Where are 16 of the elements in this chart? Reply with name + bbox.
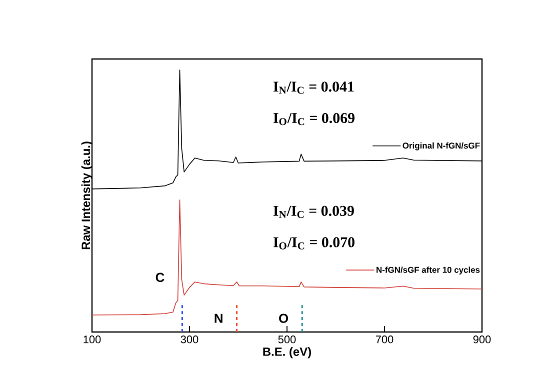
x-tick-label: 700 xyxy=(376,336,394,344)
annotation: I$_{N}$/I$_{C}$ = 0.041 xyxy=(273,82,354,94)
x-axis-title: B.E. (eV) xyxy=(263,347,311,358)
ref-line-label: O xyxy=(279,314,288,323)
x-tick-label: 500 xyxy=(278,336,296,344)
y-axis-title: Raw Intensity (a.u.) xyxy=(81,142,92,250)
legend-label: N-fGN/sGF after 10 cycles xyxy=(376,266,480,275)
x-tick-label: 100 xyxy=(84,336,101,344)
annotation: I$_{O}$/I$_{C}$ = 0.069 xyxy=(273,112,355,126)
x-tick-label: 300 xyxy=(180,336,198,344)
ref-line-label: N xyxy=(214,314,222,323)
annotation: I$_{N}$/I$_{C}$ = 0.039 xyxy=(273,206,354,218)
x-tick-label: 900 xyxy=(473,336,491,344)
legend-label: Original N-fGN/sGF xyxy=(402,142,480,150)
annotation: I$_{O}$/I$_{C}$ = 0.070 xyxy=(273,237,354,250)
ref-line-label: C xyxy=(156,272,164,282)
